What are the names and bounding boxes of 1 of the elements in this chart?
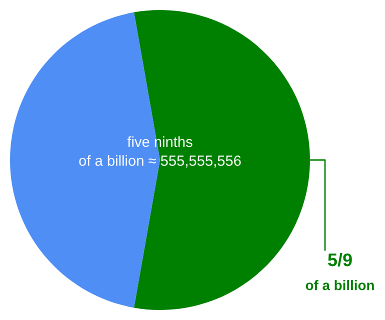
slice-label: 5/9 of a billion <box>306 253 374 290</box>
